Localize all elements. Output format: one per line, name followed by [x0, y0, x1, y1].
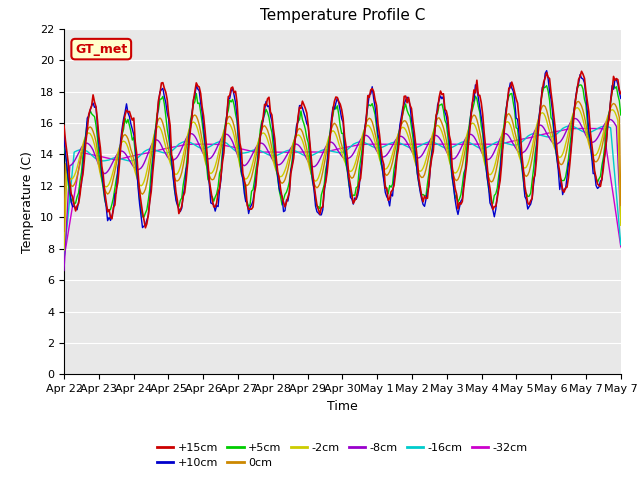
Legend: +15cm, +10cm, +5cm, 0cm, -2cm, -8cm, -16cm, -32cm: +15cm, +10cm, +5cm, 0cm, -2cm, -8cm, -16… [152, 438, 532, 472]
Text: GT_met: GT_met [75, 43, 127, 56]
Y-axis label: Temperature (C): Temperature (C) [22, 151, 35, 252]
Title: Temperature Profile C: Temperature Profile C [260, 9, 425, 24]
X-axis label: Time: Time [327, 400, 358, 413]
